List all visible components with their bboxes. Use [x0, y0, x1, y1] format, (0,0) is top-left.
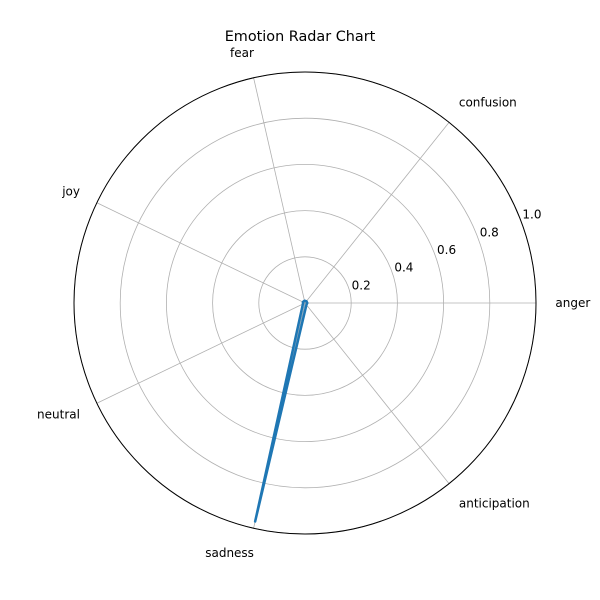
series-0-polygon [253, 299, 309, 523]
category-label-joy: joy [61, 185, 80, 199]
category-label-sadness: sadness [205, 546, 254, 560]
category-label-neutral: neutral [37, 407, 80, 421]
spoke-fear [253, 77, 306, 304]
chart-title: Emotion Radar Chart [224, 29, 376, 45]
spoke-neutral [96, 302, 306, 404]
radial-tick-labels: 0.2 0.4 0.6 0.8 1.0 [352, 208, 542, 293]
category-label-fear: fear [230, 46, 254, 60]
category-label-anticipation: anticipation [459, 496, 530, 510]
series-layer [253, 299, 309, 523]
spoke-anticipation [304, 302, 450, 484]
angular-grid [96, 77, 536, 529]
outer-spine [73, 71, 537, 535]
spoke-confusion [304, 122, 450, 304]
r-tick-label: 0.6 [437, 243, 456, 257]
r-tick-label: 1.0 [522, 208, 541, 222]
r-tick-label: 0.8 [480, 225, 499, 239]
category-labels: anger confusion fear joy neutral sadness antic… [37, 46, 590, 560]
category-label-anger: anger [555, 296, 590, 310]
category-label-confusion: confusion [459, 96, 517, 110]
r-tick-label: 0.4 [394, 261, 413, 275]
r-tick-label: 0.2 [352, 278, 371, 292]
spoke-joy [96, 202, 306, 304]
